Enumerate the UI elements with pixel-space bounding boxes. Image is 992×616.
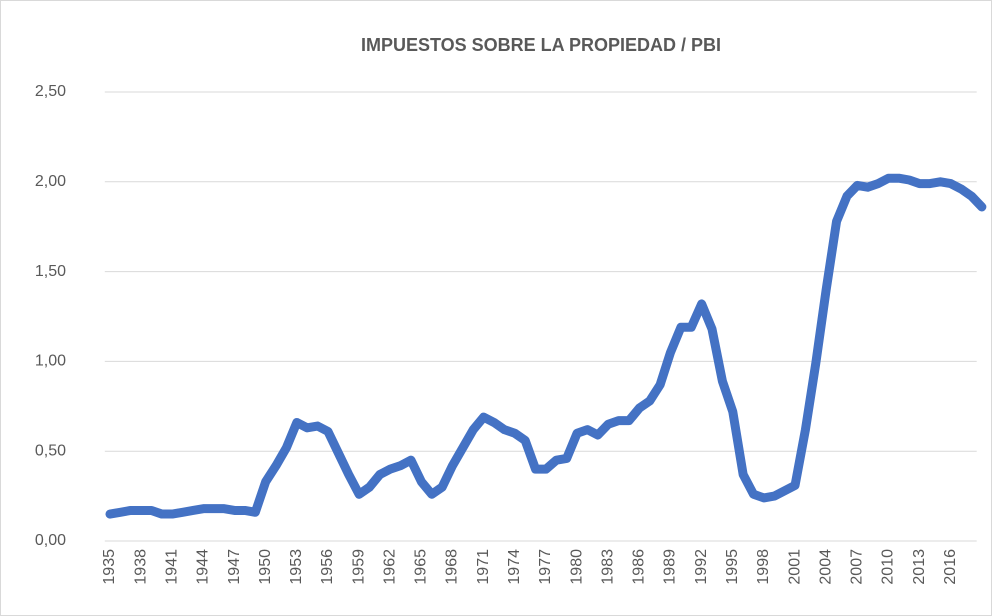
x-tick-label: 1962	[381, 549, 398, 585]
x-tick-label: 1968	[444, 549, 461, 585]
x-tick-label: 1980	[568, 549, 585, 585]
x-tick-label: 1983	[599, 549, 616, 585]
y-tick-label: 1,50	[35, 263, 66, 280]
x-tick-label: 2001	[786, 549, 803, 585]
x-tick-label: 1935	[101, 549, 118, 585]
x-tick-label: 1974	[506, 549, 523, 585]
x-tick-label: 1950	[257, 549, 274, 585]
x-tick-label: 1959	[350, 549, 367, 585]
x-tick-label: 2004	[817, 549, 834, 585]
x-tick-label: 1953	[288, 549, 305, 585]
x-tick-label: 1977	[537, 549, 554, 585]
y-tick-label: 2,00	[35, 173, 66, 190]
y-tick-label: 2,50	[35, 83, 66, 100]
y-tick-label: 0,50	[35, 442, 66, 459]
x-tick-label: 1941	[163, 549, 180, 585]
x-tick-label: 1986	[631, 549, 648, 585]
x-tick-label: 2010	[880, 549, 897, 585]
x-tick-label: 1938	[132, 549, 149, 585]
x-tick-label: 1992	[693, 549, 710, 585]
x-tick-label: 1995	[724, 549, 741, 585]
x-tick-label: 1944	[195, 549, 212, 585]
y-tick-label: 0,00	[35, 532, 66, 549]
data-line	[105, 173, 987, 519]
x-tick-label: 2016	[942, 549, 959, 585]
chart-title: IMPUESTOS SOBRE LA PROPIEDAD / PBI	[361, 35, 721, 55]
x-tick-label: 1956	[319, 549, 336, 585]
x-tick-label: 2007	[849, 549, 866, 585]
x-tick-label: 1998	[755, 549, 772, 585]
x-tick-label: 1971	[475, 549, 492, 585]
x-tick-label: 2013	[911, 549, 928, 585]
y-tick-label: 1,00	[35, 353, 66, 370]
x-tick-label: 1965	[413, 549, 430, 585]
x-tick-label: 1989	[662, 549, 679, 585]
x-tick-label: 1947	[226, 549, 243, 585]
